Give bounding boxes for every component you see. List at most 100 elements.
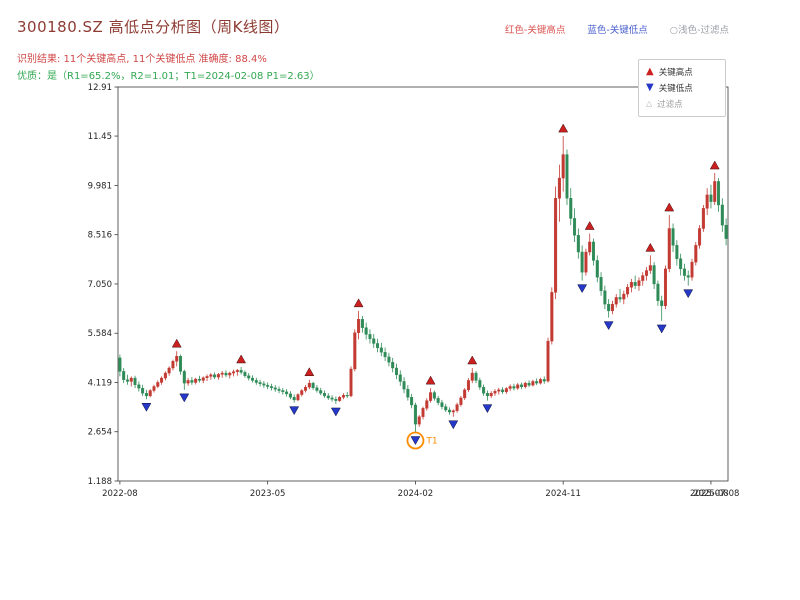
- candle-body: [432, 392, 436, 399]
- key-low-marker: [141, 403, 152, 412]
- key-low-marker: [603, 321, 614, 331]
- candle-body: [410, 397, 414, 406]
- candle-body: [413, 404, 417, 425]
- candle-body: [663, 268, 667, 307]
- candle-body: [626, 287, 630, 295]
- candle-body: [573, 218, 577, 236]
- x-tick-label: 2024-11: [545, 489, 581, 499]
- candle-body: [660, 300, 664, 307]
- candle-body: [713, 181, 717, 202]
- candle-body: [235, 370, 239, 372]
- candle-body: [319, 390, 323, 394]
- candle-body: [584, 251, 588, 273]
- key-low-marker: [577, 284, 588, 294]
- candle-body: [357, 319, 361, 333]
- candle-body: [576, 235, 580, 253]
- candle-body: [451, 410, 455, 413]
- candle-body: [561, 154, 565, 179]
- key-high-marker: [664, 202, 675, 212]
- candle-body: [448, 409, 452, 413]
- candle-body: [368, 334, 372, 339]
- candle-body: [724, 224, 728, 239]
- key-low-marker: [179, 393, 190, 403]
- candle-body: [455, 404, 459, 411]
- candle-body: [429, 392, 433, 401]
- candle-body: [209, 374, 213, 377]
- candle-body: [129, 377, 133, 382]
- recognition-result-text: 识别结果: 11个关键高点, 11个关键低点 准确度: 88.4%: [17, 54, 267, 65]
- candle-body: [690, 261, 694, 278]
- candle-body: [417, 416, 421, 425]
- candle-body: [459, 397, 463, 405]
- key-high-triangle-icon: ▲: [646, 66, 654, 77]
- quality-result-text: 优质：是（R1=65.2%，R2=1.01；T1=2024-02-08 P1=2…: [17, 71, 320, 82]
- candle-body: [622, 293, 626, 300]
- key-high-marker: [558, 123, 569, 133]
- candle-body: [527, 382, 531, 386]
- candle-body: [182, 371, 186, 384]
- t1-label: T1: [425, 437, 437, 447]
- key-low-marker: [482, 404, 493, 414]
- candle-body: [580, 251, 584, 273]
- candle-body: [247, 375, 251, 379]
- candle-body: [720, 204, 724, 226]
- candle-body: [489, 393, 493, 397]
- candle-body: [478, 380, 482, 388]
- candle-body: [156, 382, 160, 387]
- x-tick-label: 2025-08: [693, 489, 729, 499]
- key-high-marker: [645, 242, 656, 252]
- y-tick-label: 5.584: [88, 329, 112, 339]
- candle-body: [618, 297, 622, 300]
- candle-body: [569, 198, 573, 219]
- candle-body: [504, 388, 508, 393]
- candle-body: [322, 393, 326, 397]
- candle-body: [137, 384, 141, 389]
- candlestick-chart: 1.188 2.654 4.119 5.584 7.050 8.516 9.981 11.45…: [88, 83, 740, 499]
- candle-body: [497, 389, 501, 392]
- candle-body: [201, 377, 205, 381]
- candle-body: [595, 260, 599, 278]
- candle-body: [588, 241, 592, 253]
- candle-body: [485, 393, 489, 397]
- candle-body: [281, 390, 285, 393]
- candle-body: [341, 395, 345, 398]
- candle-body: [273, 387, 277, 390]
- candle-body: [379, 347, 383, 353]
- candle-body: [531, 381, 535, 386]
- candle-body: [463, 389, 467, 399]
- candle-body: [637, 280, 641, 286]
- key-low-marker: [683, 289, 694, 299]
- candle-body: [633, 282, 637, 286]
- candle-body: [557, 177, 561, 199]
- candle-body: [516, 384, 520, 389]
- key-low-marker: [289, 406, 300, 416]
- candle-body: [326, 395, 330, 399]
- candle-body: [300, 390, 304, 395]
- legend-key-low-label: 关键低点: [658, 84, 693, 94]
- filter-triangle-icon: △: [646, 99, 653, 108]
- candle-body: [675, 245, 679, 259]
- key-low-marker: [330, 407, 341, 417]
- candle-body: [345, 395, 349, 397]
- candle-body: [243, 372, 247, 376]
- top-legend-filter-label: ○浅色-过滤点: [669, 25, 729, 36]
- key-high-marker: [353, 298, 364, 308]
- legend-row-key-low: ▼ 关键低点: [646, 80, 718, 96]
- candle-body: [251, 377, 255, 381]
- candle-body: [610, 303, 614, 312]
- candle-body: [353, 332, 357, 370]
- candle-body: [554, 198, 558, 293]
- key-low-marker: [448, 420, 459, 430]
- candle-body: [338, 397, 342, 401]
- candle-body: [682, 268, 686, 276]
- candle-body: [171, 361, 175, 369]
- y-tick-label: 7.050: [88, 280, 112, 290]
- key-high-marker: [304, 367, 315, 377]
- y-tick-label: 8.516: [88, 231, 112, 241]
- candle-body: [440, 402, 444, 407]
- candle-body: [228, 372, 232, 376]
- candle-body: [179, 356, 183, 372]
- candle-body: [311, 382, 315, 389]
- candle-body: [186, 380, 190, 384]
